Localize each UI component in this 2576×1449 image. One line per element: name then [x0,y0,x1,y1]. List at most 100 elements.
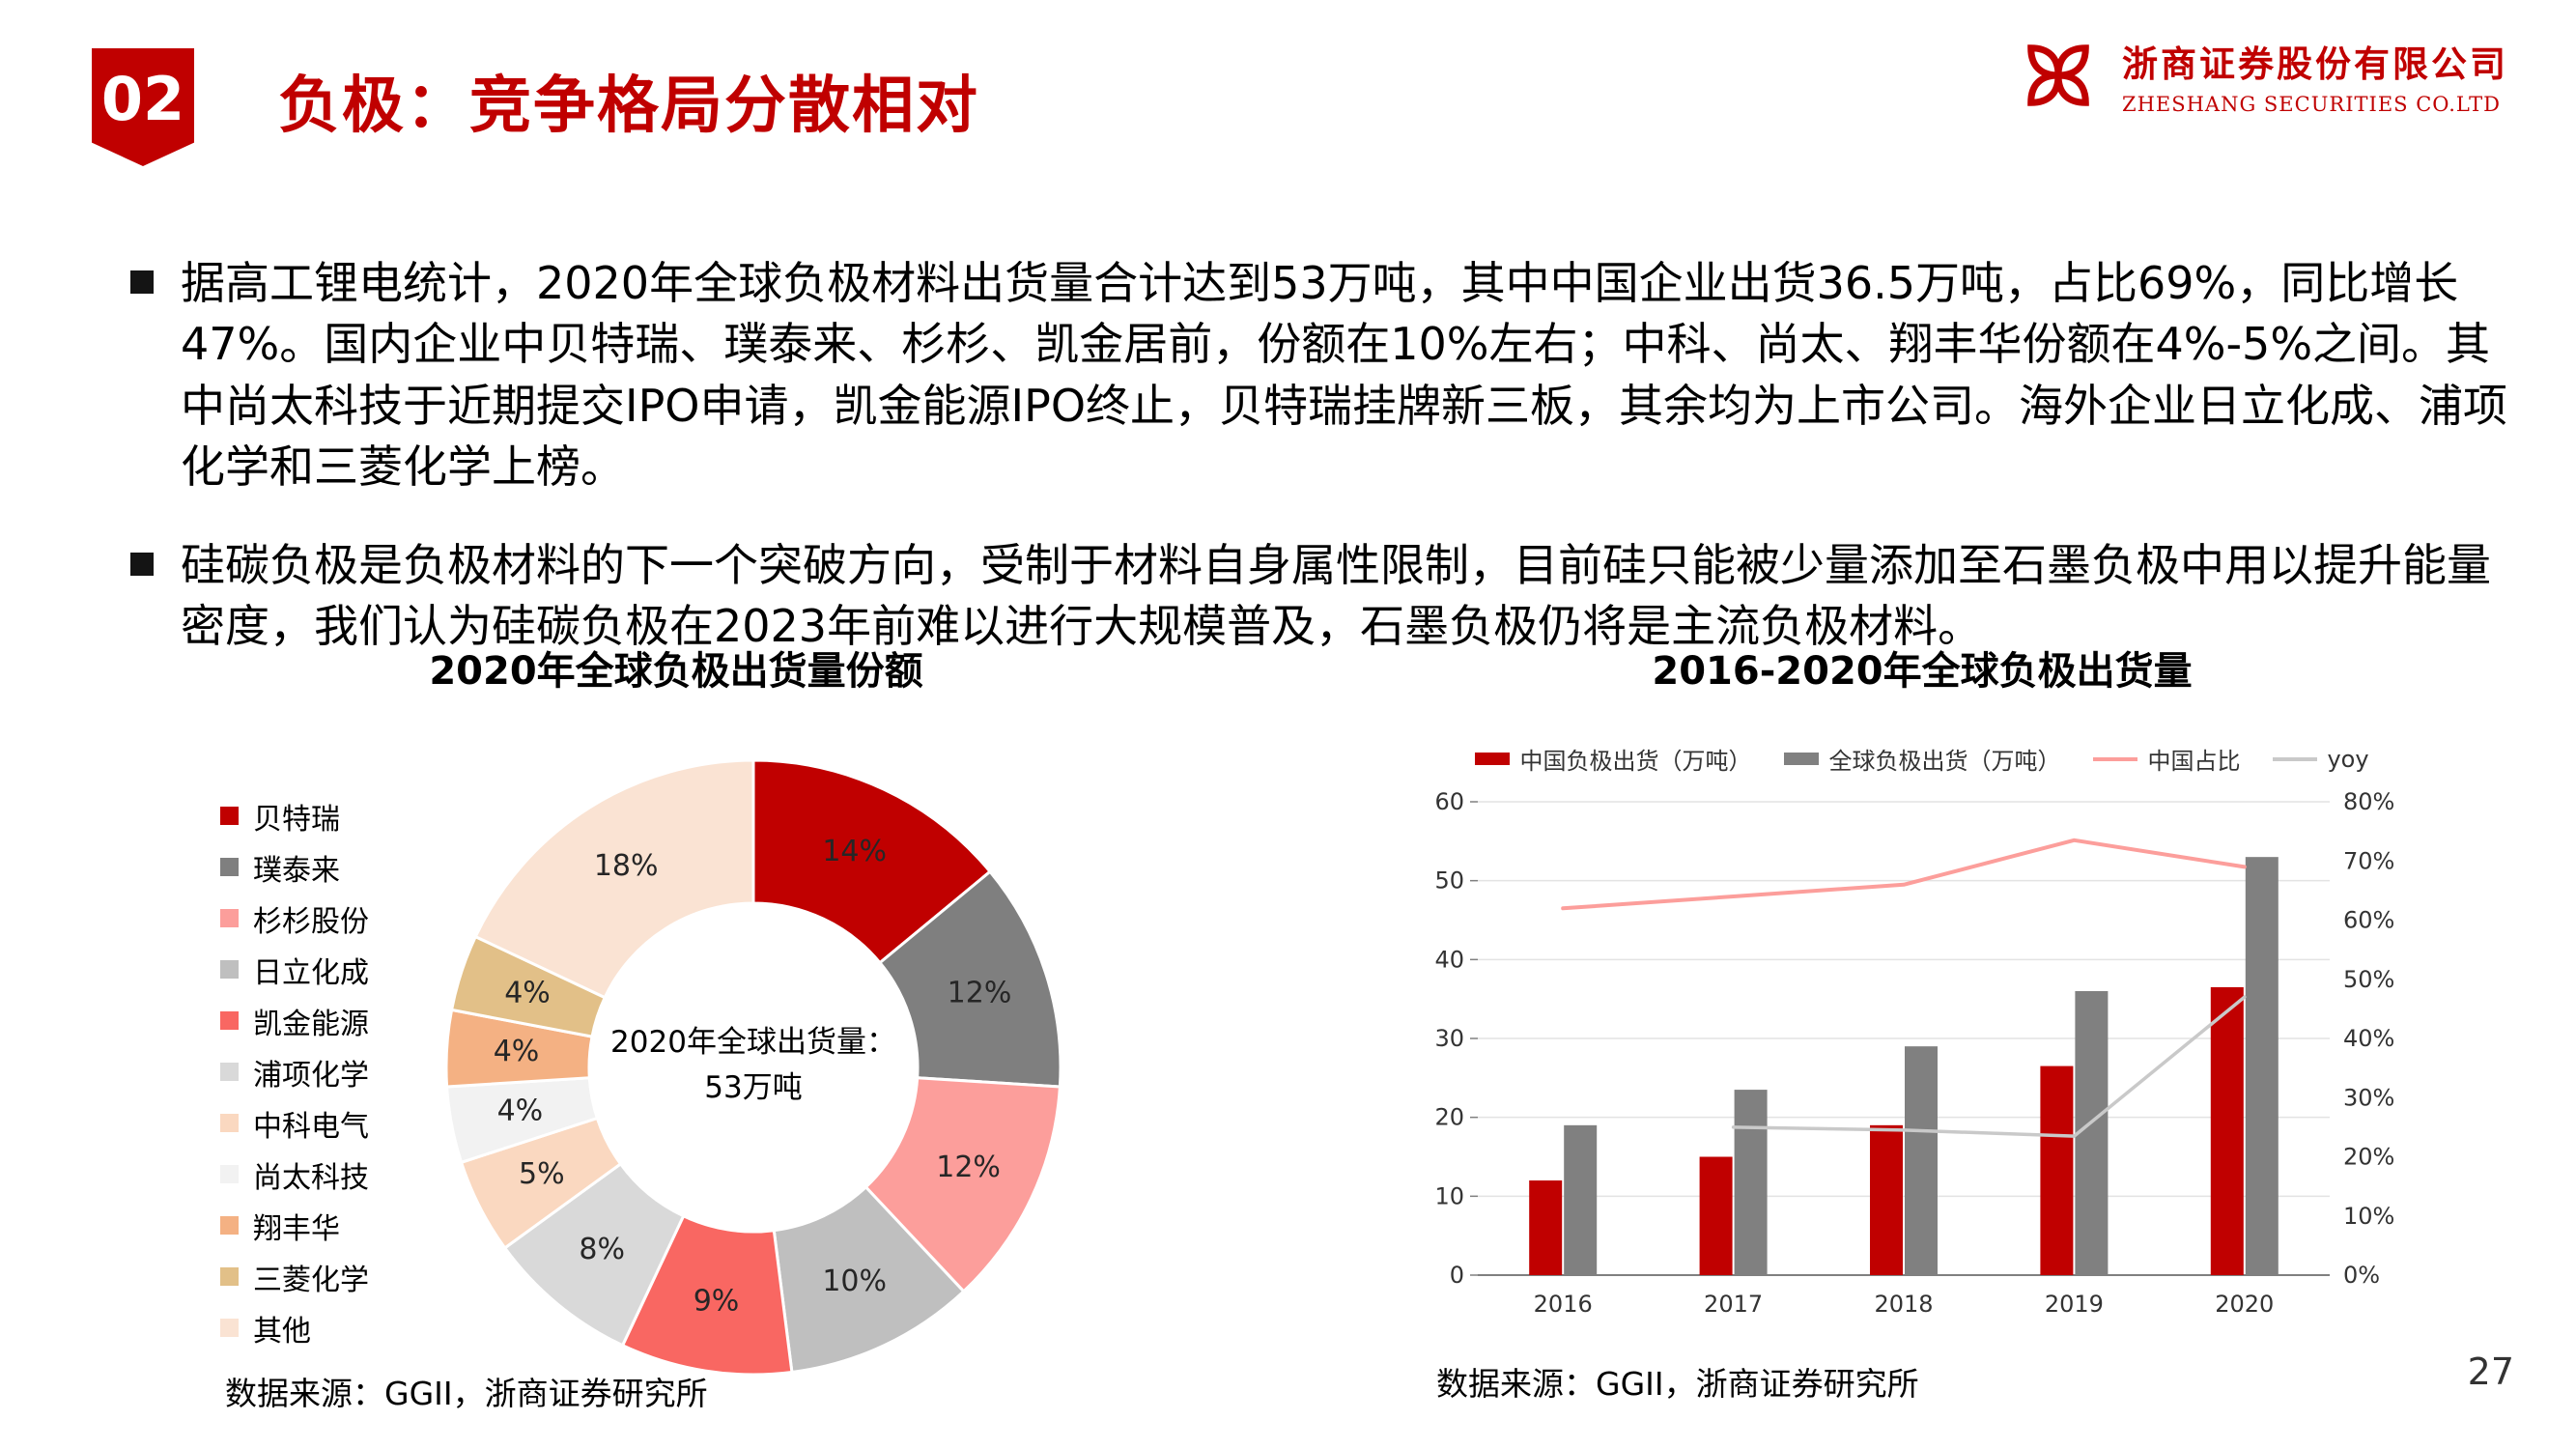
svg-text:50: 50 [1434,867,1464,895]
pie-chart-title: 2020年全球负极出货量份额 [429,649,923,694]
pie-legend-item: 尚太科技 [220,1149,369,1200]
zheshang-knot-icon [2027,44,2089,106]
bullet-list: 据高工锂电统计，2020年全球负极材料出货量合计达到53万吨，其中中国企业出货3… [130,253,2516,695]
page-title: 负极：竞争格局分散相对 [278,71,979,142]
legend-label: 三菱化学 [253,1263,369,1297]
pie-legend-item: 中科电气 [220,1097,369,1149]
legend-label: 中科电气 [253,1109,369,1144]
svg-text:30%: 30% [2343,1084,2394,1111]
svg-text:0: 0 [1450,1262,1464,1289]
legend-swatch-icon [1475,753,1511,765]
pie-chart-svg: 14% 12% 12% 10% 9% 8% 5% 4% 4% 4% 18% [444,758,1062,1377]
legend-label: 凯金能源 [253,1007,369,1041]
legend-swatch-icon [220,1114,239,1132]
svg-text:0%: 0% [2343,1262,2380,1289]
bar-legend-item: yoy [2273,745,2369,773]
bullet-item: 硅碳负极是负极材料的下一个突破方向，受制于材料自身属性限制，目前硅只能被少量添加… [130,535,2516,658]
bar-chart-svg: 0 10 20 30 40 50 60 0% 10% 20% 30% 40% 50% 60% 70% 80% 2… [1434,788,2394,1318]
legend-swatch-icon [220,1267,239,1286]
page-number: 27 [2467,1350,2514,1393]
legend-label: 全球负极出货（万吨） [1828,748,2061,775]
bar [2245,857,2279,1275]
legend-swatch-icon [220,960,239,979]
legend-label: yoy [2327,745,2369,773]
pie-legend-item: 贝特瑞 [220,790,369,841]
svg-text:2018: 2018 [1874,1291,1933,1318]
bar-source: 数据来源：GGII，浙商证券研究所 [1436,1365,1919,1403]
legend-swatch-icon [220,1165,239,1183]
svg-text:10: 10 [1434,1182,1464,1209]
legend-label: 浦项化学 [253,1058,369,1093]
bullet-square-icon [130,552,154,576]
legend-label: 璞泰来 [253,853,340,888]
bar [2210,986,2244,1275]
pie-legend-item: 日立化成 [220,944,369,995]
svg-text:2016: 2016 [1534,1291,1593,1318]
section-number-badge: 02 [92,48,194,166]
company-name-block: 浙商证券股份有限公司 ZHESHANG SECURITIES CO.LTD [2122,35,2508,116]
pie-slice-label: 5% [519,1157,565,1191]
legend-label: 杉杉股份 [253,904,369,939]
legend-label: 尚太科技 [253,1160,369,1195]
svg-text:20%: 20% [2343,1144,2394,1171]
bar [1564,1124,1598,1275]
pie-slice-label: 12% [936,1151,1001,1184]
svg-text:2017: 2017 [1704,1291,1763,1318]
pie-legend: 贝特瑞璞泰来杉杉股份日立化成凯金能源浦项化学中科电气尚太科技翔丰华三菱化学其他 [220,790,369,1353]
bar [2075,991,2109,1275]
bullet-text: 硅碳负极是负极材料的下一个突破方向，受制于材料自身属性限制，目前硅只能被少量添加… [181,538,2491,653]
pie-slice [877,869,1062,1089]
company-name-cn: 浙商证券股份有限公司 [2122,43,2508,85]
svg-text:60: 60 [1434,788,1464,815]
bar-legend-item: 全球负极出货（万吨） [1784,742,2060,776]
svg-text:2020: 2020 [2215,1291,2274,1318]
svg-text:30: 30 [1434,1025,1464,1052]
pie-legend-item: 翔丰华 [220,1200,369,1251]
svg-text:2019: 2019 [2045,1291,2104,1318]
legend-swatch-icon [220,1011,239,1030]
legend-label: 日立化成 [253,955,369,990]
pie-slice-label: 8% [579,1233,625,1266]
pie-legend-item: 浦项化学 [220,1046,369,1097]
bar [1905,1046,1938,1275]
pie-source: 数据来源：GGII，浙商证券研究所 [225,1375,708,1412]
pie-slice-label: 4% [494,1035,540,1068]
legend-swatch-icon [220,807,239,825]
pie-slice-label: 10% [822,1264,887,1298]
legend-label: 其他 [253,1314,311,1349]
pie-legend-item: 其他 [220,1302,369,1353]
legend-swatch-icon [2273,756,2318,761]
legend-swatch-icon [220,909,239,927]
pie-slice-label: 18% [594,849,659,883]
pie-slice [473,758,755,1000]
legend-swatch-icon [220,1063,239,1081]
bullet-square-icon [130,270,154,294]
bar [2040,1065,2074,1275]
bar-legend: 中国负极出货（万吨） 全球负极出货（万吨） 中国占比 yoy [1401,742,2444,776]
svg-text:10%: 10% [2343,1203,2394,1230]
pie-legend-item: 杉杉股份 [220,893,369,944]
bullet-item: 据高工锂电统计，2020年全球负极材料出货量合计达到53万吨，其中中国企业出货3… [130,253,2516,498]
bar [1699,1156,1733,1275]
pie-slice-label: 14% [822,835,887,868]
svg-text:60%: 60% [2343,907,2394,934]
legend-label: 中国占比 [2147,748,2241,775]
pie-slice-label: 4% [504,977,551,1010]
legend-swatch-icon [2093,756,2138,761]
series-line [1731,995,2247,1138]
legend-label: 中国负极出货（万吨） [1519,748,1752,775]
legend-swatch-icon [220,1216,239,1235]
svg-text:80%: 80% [2343,788,2394,815]
legend-swatch-icon [220,858,239,876]
svg-text:40: 40 [1434,946,1464,973]
series-line [1561,838,2247,911]
bar-legend-item: 中国负极出货（万吨） [1475,742,1751,776]
svg-text:50%: 50% [2343,966,2394,993]
bar [1870,1124,1903,1275]
pie-legend-item: 三菱化学 [220,1251,369,1302]
legend-label: 贝特瑞 [253,802,340,837]
bar [1529,1180,1563,1275]
bullet-text: 据高工锂电统计，2020年全球负极材料出货量合计达到53万吨，其中中国企业出货3… [181,257,2508,494]
svg-text:40%: 40% [2343,1025,2394,1052]
